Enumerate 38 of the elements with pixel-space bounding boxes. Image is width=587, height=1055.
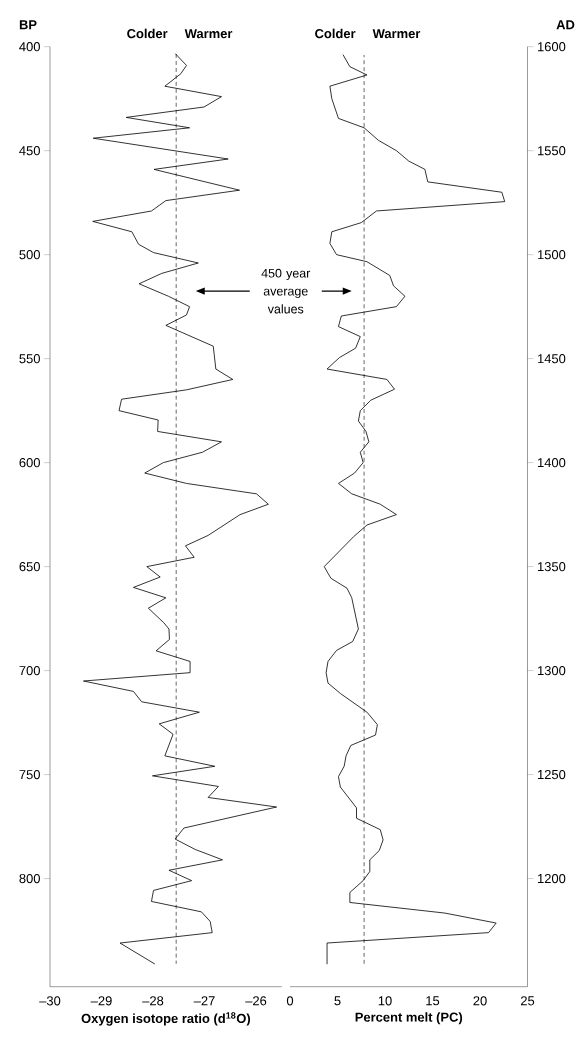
x-tick-label: –28 bbox=[142, 996, 164, 1006]
y-axis-title: AD bbox=[556, 20, 575, 30]
y-tick-label: 1250 bbox=[538, 769, 566, 780]
y-tick-label: 500 bbox=[19, 250, 40, 260]
x-axis-title: Oxygen isotope ratio (d$^{18}$O) bbox=[81, 1012, 251, 1026]
x-tick-label: 20 bbox=[473, 996, 487, 1006]
y-tick-label: 800 bbox=[19, 873, 40, 884]
x-tick-label: 0 bbox=[286, 996, 294, 1006]
y-tick-label: 1400 bbox=[538, 458, 566, 468]
x-tick-label: –30 bbox=[39, 996, 61, 1006]
text: Warmer bbox=[184, 29, 233, 39]
x-tick-label: –27 bbox=[193, 996, 215, 1006]
y-tick-label: 400 bbox=[19, 42, 40, 52]
y-tick-label: 1200 bbox=[538, 873, 566, 884]
y-tick-label: 1550 bbox=[538, 146, 566, 156]
x-tick-label: –29 bbox=[90, 996, 112, 1006]
x-tick-label: 5 bbox=[334, 996, 341, 1006]
y-tick-label: 1450 bbox=[538, 354, 566, 364]
x-tick-label: 15 bbox=[426, 996, 440, 1006]
y-tick-label: 650 bbox=[19, 562, 40, 572]
y-tick-label: 600 bbox=[19, 458, 40, 468]
annotation: 450 year average values bbox=[261, 268, 311, 314]
text: Warmer bbox=[372, 29, 421, 39]
x-tick-label: 25 bbox=[520, 996, 535, 1006]
x-tick-label: 10 bbox=[378, 996, 392, 1006]
x-axis-title: Percent melt (PC) bbox=[355, 1012, 463, 1025]
text: Colder bbox=[127, 28, 168, 39]
y-tick-label: 1300 bbox=[538, 666, 566, 676]
text: Colder bbox=[315, 28, 356, 39]
y-tick-label: 1500 bbox=[538, 250, 566, 260]
y-axis-title: BP bbox=[19, 20, 37, 30]
y-tick-label: 1600 bbox=[538, 42, 566, 52]
x-tick-label: –26 bbox=[245, 996, 267, 1006]
y-tick-label: 550 bbox=[19, 354, 40, 364]
y-tick-label: 450 bbox=[19, 146, 40, 156]
y-tick-label: 1350 bbox=[538, 562, 566, 572]
y-tick-label: 700 bbox=[19, 666, 40, 676]
y-tick-label: 750 bbox=[19, 770, 40, 780]
